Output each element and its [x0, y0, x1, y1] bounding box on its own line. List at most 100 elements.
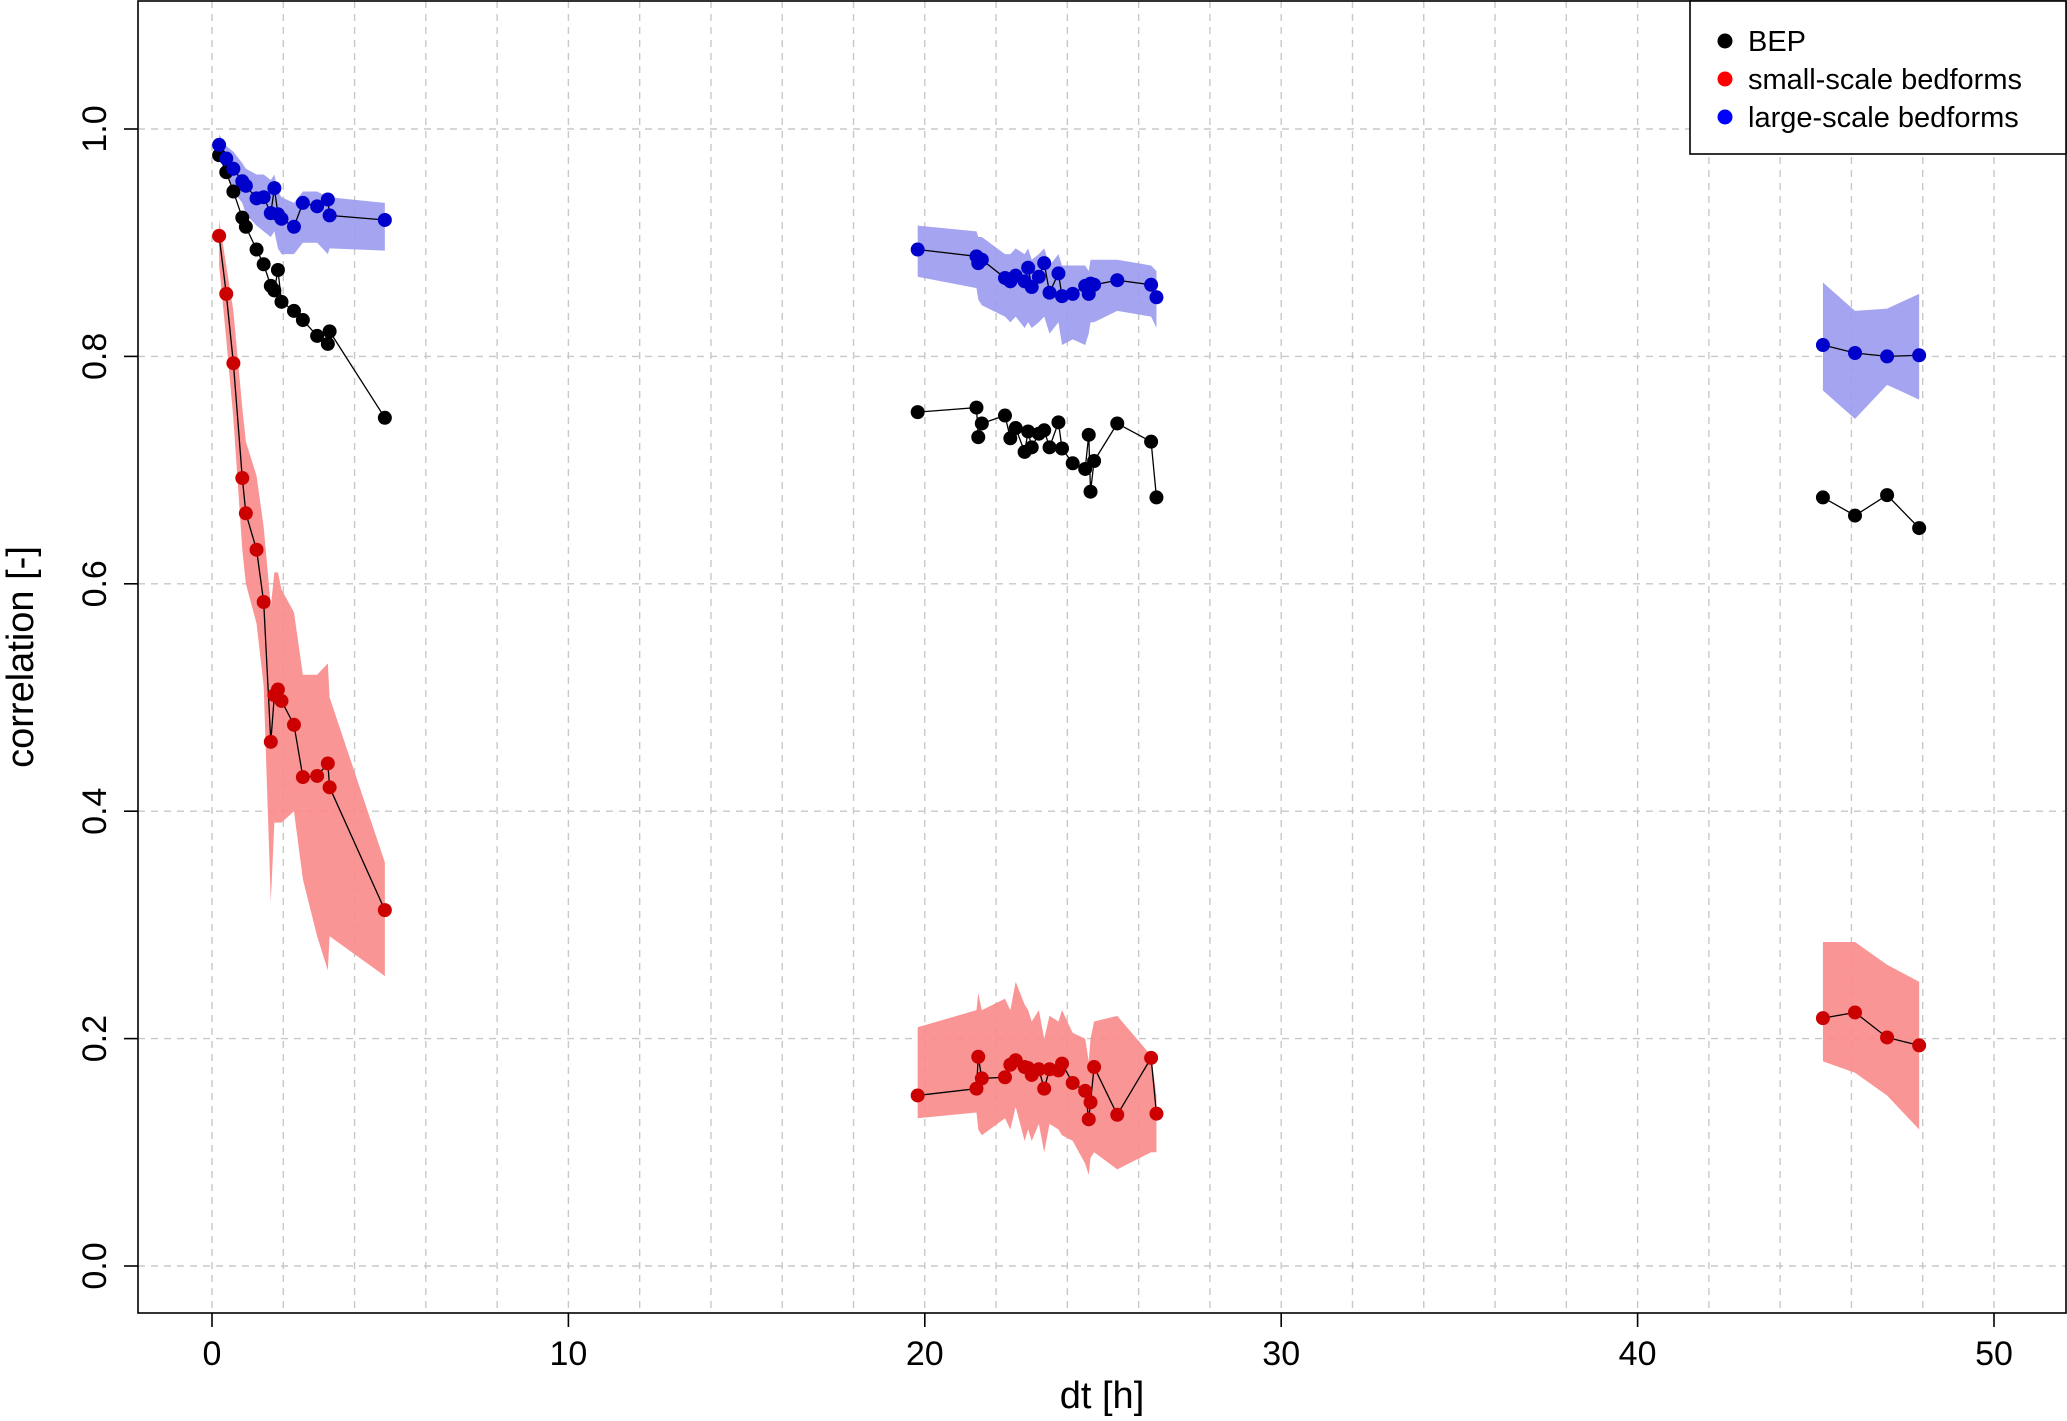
data-point: [267, 181, 282, 196]
data-point: [1149, 290, 1164, 305]
data-point: [1055, 289, 1070, 304]
x-axis-ticks: 0 10 20 30 40 50: [203, 1313, 2013, 1373]
data-point: [286, 219, 301, 234]
data-point: [1051, 266, 1066, 281]
data-point: [1912, 521, 1927, 536]
legend-label: large-scale bedforms: [1748, 102, 2019, 134]
data-point: [1024, 440, 1039, 455]
data-point: [212, 228, 227, 243]
data-point: [974, 252, 989, 267]
data-point: [1149, 1106, 1164, 1121]
data-point: [377, 212, 392, 227]
data-point: [1848, 345, 1863, 360]
legend-label: small-scale bedforms: [1748, 64, 2022, 96]
data-point: [286, 303, 301, 318]
data-point: [1078, 461, 1093, 476]
data-point: [1144, 277, 1159, 292]
data-point: [997, 408, 1012, 423]
data-point: [910, 405, 925, 420]
data-point: [270, 262, 285, 277]
band-small-scale-bedforms: [219, 219, 385, 977]
data-point: [256, 190, 271, 205]
band-large-scale-bedforms: [219, 134, 385, 255]
data-point: [974, 1071, 989, 1086]
data-point: [1880, 488, 1895, 503]
data-point: [263, 734, 278, 749]
data-point: [219, 286, 234, 301]
legend-box: [1689, 0, 2067, 155]
x-tick-label: 30: [1262, 1335, 1300, 1373]
series-line: [1822, 494, 1920, 529]
data-point: [1065, 286, 1080, 301]
data-point: [1087, 277, 1102, 292]
data-point: [320, 756, 335, 771]
data-point: [1037, 423, 1052, 438]
data-point: [1037, 256, 1052, 271]
data-point: [1815, 338, 1830, 353]
y-tick-label: 0.6: [76, 560, 114, 607]
data-point: [1083, 1095, 1098, 1110]
data-point: [1055, 441, 1070, 456]
data-point: [320, 336, 335, 351]
data-point: [238, 219, 253, 234]
data-point: [274, 211, 289, 226]
legend: BEP small-scale bedforms large-scale bedfo…: [1689, 0, 2067, 155]
data-point: [1042, 285, 1057, 300]
data-point: [249, 242, 264, 257]
data-point: [274, 294, 289, 309]
data-point: [1880, 349, 1895, 364]
data-point: [256, 257, 271, 272]
x-axis-title: dt [h]: [1060, 1375, 1145, 1417]
y-axis-title: correlation [-]: [0, 546, 42, 768]
data-point: [1042, 440, 1057, 455]
y-tick-label: 1.0: [76, 105, 114, 152]
data-point: [910, 242, 925, 257]
data-point: [320, 192, 335, 207]
legend-label: BEP: [1748, 26, 1806, 58]
data-point: [971, 430, 986, 445]
data-point: [322, 208, 337, 223]
data-point: [974, 416, 989, 431]
data-point: [322, 780, 337, 795]
data-point: [249, 542, 264, 557]
x-tick-label: 20: [906, 1335, 944, 1373]
data-point: [1065, 1075, 1080, 1090]
data-point: [226, 356, 241, 371]
legend-marker: [1717, 33, 1733, 49]
band-large-scale-bedforms: [1822, 282, 1920, 419]
data-point: [1087, 1060, 1102, 1075]
data-point: [1037, 1081, 1052, 1096]
data-point: [238, 506, 253, 521]
x-tick-label: 0: [203, 1335, 222, 1373]
plot-frame: [137, 0, 2067, 1314]
data-point: [1008, 421, 1023, 436]
data-point: [1024, 280, 1039, 295]
data-point: [322, 324, 337, 339]
data-point: [1081, 427, 1096, 442]
data-point: [1031, 269, 1046, 284]
data-point: [1055, 1056, 1070, 1071]
data-point: [969, 400, 984, 415]
data-point: [1083, 484, 1098, 499]
data-point: [1021, 260, 1036, 275]
x-tick-label: 40: [1619, 1335, 1657, 1373]
data-point: [1021, 424, 1036, 439]
data-point: [1912, 1038, 1927, 1053]
data-point: [226, 184, 241, 199]
data-point: [1880, 1030, 1895, 1045]
data-point: [1110, 1107, 1125, 1122]
legend-marker: [1717, 71, 1733, 87]
data-point: [971, 1049, 986, 1064]
data-point: [377, 410, 392, 425]
x-tick-label: 50: [1975, 1335, 2013, 1373]
data-point: [1065, 456, 1080, 471]
data-point: [295, 770, 310, 785]
data-point: [1081, 1112, 1096, 1127]
band-small-scale-bedforms: [1822, 941, 1920, 1130]
data-point: [1815, 1011, 1830, 1026]
data-point: [226, 161, 241, 176]
data-point: [1848, 1005, 1863, 1020]
data-point: [1078, 1083, 1093, 1098]
data-point: [235, 471, 250, 486]
